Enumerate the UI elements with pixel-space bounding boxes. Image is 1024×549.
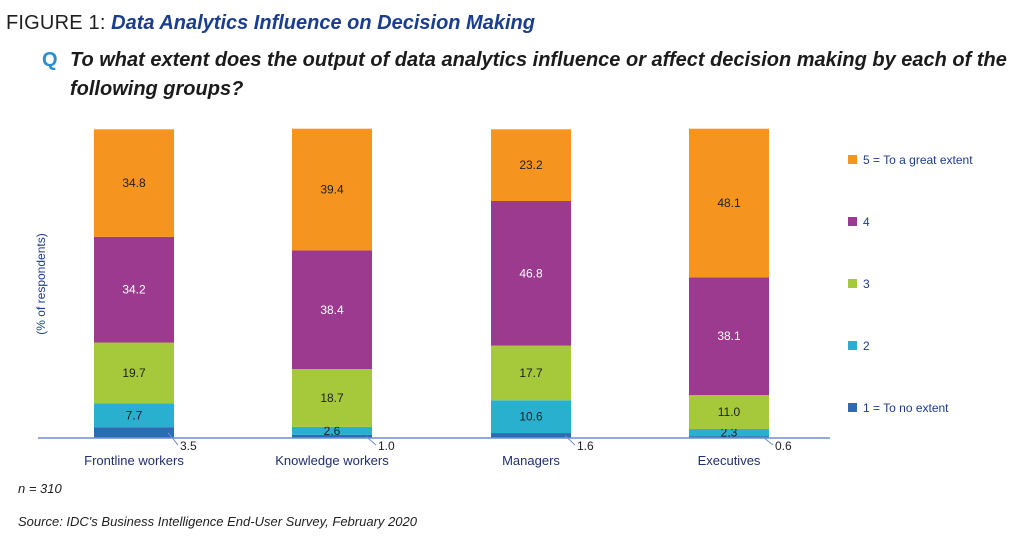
bar-segment-3-3 [491,345,571,401]
data-label: 1.0 [378,439,395,453]
data-label: 18.7 [320,391,344,405]
figure-title: FIGURE 1: Data Analytics Influence on De… [6,12,535,35]
legend-label: 5 = To a great extent [863,153,973,167]
legend-label: 1 = To no extent [863,401,949,415]
data-label: 38.1 [717,329,741,343]
data-label: 2.6 [324,424,341,438]
data-label: 1.6 [577,439,594,453]
legend-swatch [848,217,857,226]
data-label: 34.2 [122,283,146,297]
data-label: 17.7 [519,366,543,380]
bar-segment-1-4 [94,236,174,343]
bar-segment-1-5 [94,129,174,237]
bar-segment-2-1 [292,434,372,438]
data-label: 3.5 [180,439,197,453]
question-marker: Q [42,49,58,71]
legend-swatch [848,155,857,164]
callout-line [167,432,179,446]
category-label: Frontline workers [84,453,184,468]
data-label: 10.6 [519,410,543,424]
bar-segment-3-5 [491,129,571,201]
bar-segment-3-2 [491,400,571,434]
category-label: Managers [502,453,560,468]
question-text: To what extent does the output of data a… [70,49,1007,100]
legend-swatch [848,403,857,412]
bar-segment-4-3 [689,395,769,430]
bar-segment-1-2 [94,403,174,428]
data-label: 19.7 [122,366,146,380]
category-label: Knowledge workers [275,453,389,468]
data-label: 11.0 [718,405,741,419]
callout-line [564,435,576,446]
y-axis-label: (% of respondents) [34,233,48,334]
sample-size-note: n = 310 [18,481,62,496]
legend-label: 3 [863,277,870,291]
figure-label: FIGURE 1: [6,12,106,34]
bar-segment-1-1 [94,427,174,438]
legend-label: 2 [863,339,870,353]
bar-segment-4-2 [689,429,769,437]
source-note: Source: IDC's Business Intelligence End-… [18,514,417,529]
bar-segment-4-1 [689,436,769,438]
data-label: 23.2 [519,158,543,172]
bar-segment-2-2 [292,426,372,435]
data-label: 0.6 [775,439,792,453]
bar-segment-3-4 [491,200,571,346]
data-label: 7.7 [126,408,143,422]
data-label: 39.4 [320,183,344,197]
bar-segment-2-5 [292,128,372,251]
bar-segment-2-3 [292,369,372,427]
data-label: 34.8 [122,176,146,190]
legend-swatch [848,279,857,288]
bar-segment-4-5 [689,128,769,278]
bar-segment-1-3 [94,342,174,404]
legend-swatch [848,341,857,350]
legend-label: 4 [863,215,870,229]
data-label: 48.1 [717,196,741,210]
data-label: 46.8 [519,266,543,280]
category-label: Executives [698,453,761,468]
data-label: 38.4 [320,303,344,317]
bar-segment-4-4 [689,277,769,396]
data-label: 2.3 [721,426,738,440]
bar-segment-3-1 [491,433,571,438]
figure-name: Data Analytics Influence on Decision Mak… [111,12,535,34]
survey-question: Q To what extent does the output of data… [42,46,1012,104]
bar-segment-2-4 [292,250,372,370]
